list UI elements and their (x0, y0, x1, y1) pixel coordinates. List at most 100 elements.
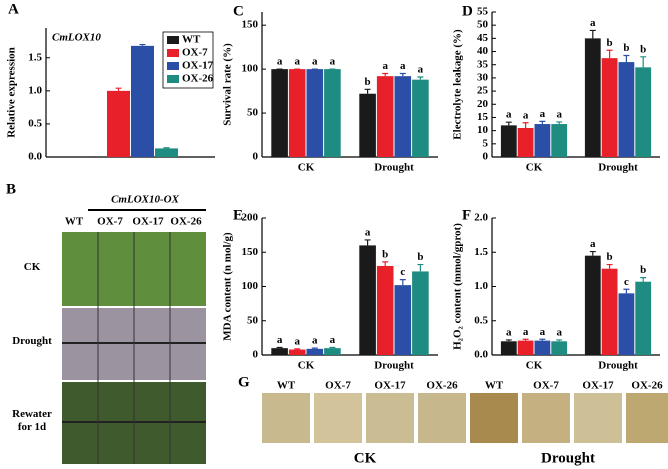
leaf (522, 393, 570, 443)
leaf (418, 393, 466, 443)
error-bar (417, 263, 424, 272)
error-bar (115, 87, 122, 91)
x-tick-label: CK (526, 360, 543, 372)
bar (288, 69, 306, 157)
y-tick-label: 150 (242, 246, 259, 258)
error-bar (417, 76, 424, 80)
leaf (314, 393, 362, 443)
column-label: OX-26 (426, 380, 458, 392)
significance-label: a (330, 56, 336, 68)
column-label: OX-17 (374, 380, 406, 392)
x-tick-label: CK (526, 162, 543, 174)
significance-label: a (382, 60, 388, 72)
significance-label: a (523, 109, 529, 121)
error-bar (329, 346, 336, 349)
error-bar (623, 54, 630, 63)
bar (359, 245, 376, 355)
legend-swatch (167, 62, 179, 70)
legend-label: OX-7 (182, 47, 208, 59)
error-bar (606, 263, 613, 269)
significance-label: a (312, 335, 318, 347)
significance-label: a (556, 326, 562, 338)
significance-label: b (417, 251, 423, 263)
significance-label: b (607, 251, 613, 263)
panel-label: C (233, 3, 244, 19)
error-bar (640, 276, 647, 282)
error-bar (382, 72, 389, 77)
y-tick-label: 0.0 (28, 151, 42, 163)
error-bar (382, 261, 389, 266)
y-tick-label: 100 (242, 280, 259, 292)
y-axis-label: Electrolyte leakage (%) (452, 29, 464, 140)
row-label: Drought (12, 335, 52, 347)
bar (551, 341, 568, 355)
y-axis-label: Relative expression (6, 47, 18, 138)
bar (618, 62, 635, 157)
y-tick-label: 35 (477, 58, 489, 70)
bar (584, 38, 601, 158)
column-label: OX-7 (325, 380, 351, 392)
y-tick-label: 5 (483, 137, 489, 149)
bar (517, 340, 534, 355)
error-bar (399, 72, 406, 77)
column-label: OX-26 (631, 380, 663, 392)
bar (394, 285, 412, 355)
y-tick-label: 150 (242, 19, 259, 31)
significance-label: a (506, 326, 512, 338)
error-bar (556, 121, 563, 125)
error-bar (522, 338, 529, 341)
group-label: Drought (541, 450, 595, 466)
y-tick-label: 0 (253, 151, 259, 163)
x-tick-label: Drought (374, 162, 414, 174)
photo-g (262, 393, 668, 443)
legend-label: OX-26 (182, 73, 214, 85)
significance-label: a (312, 56, 318, 68)
legend-swatch (167, 75, 179, 83)
bar (601, 268, 618, 355)
bar (324, 69, 341, 157)
significance-label: a (277, 334, 283, 346)
y-tick-label: 50 (477, 19, 489, 31)
error-bar (163, 147, 170, 149)
bar (376, 76, 394, 157)
legend-swatch (167, 36, 179, 44)
bar (155, 148, 178, 157)
y-tick-label: 0.0 (474, 349, 488, 361)
column-label: OX-17 (132, 216, 164, 228)
x-tick-label: Drought (374, 360, 414, 372)
column-label: OX-17 (582, 380, 614, 392)
leaf (366, 393, 414, 443)
legend-label: WT (182, 34, 201, 46)
significance-label: a (294, 335, 300, 347)
bar (635, 281, 652, 355)
column-label: WT (277, 380, 296, 392)
row-label: CK (23, 261, 41, 273)
error-bar (589, 250, 596, 256)
leaf (262, 393, 310, 443)
significance-label: a (400, 60, 406, 72)
error-bar (623, 288, 630, 294)
significance-label: b (382, 248, 388, 260)
bar (500, 125, 517, 157)
significance-label: c (400, 266, 405, 278)
column-label: OX-7 (533, 380, 559, 392)
significance-label: a (540, 108, 546, 120)
significance-label: a (418, 64, 424, 76)
bar (271, 69, 288, 157)
group-label: CmLOX10-OX (111, 194, 180, 206)
bar (394, 76, 412, 157)
bar (131, 45, 154, 157)
leaf (470, 393, 518, 443)
column-label: OX-7 (97, 216, 123, 228)
error-bar (505, 339, 512, 342)
bar (306, 348, 324, 355)
significance-label: a (523, 326, 529, 338)
error-bar (522, 122, 529, 128)
bar (271, 348, 288, 355)
error-bar (539, 120, 546, 125)
legend-swatch (167, 49, 179, 57)
bar (618, 293, 635, 355)
y-axis-label: MDA content (n mol/g) (222, 232, 234, 341)
y-tick-label: 0.5 (474, 314, 488, 326)
